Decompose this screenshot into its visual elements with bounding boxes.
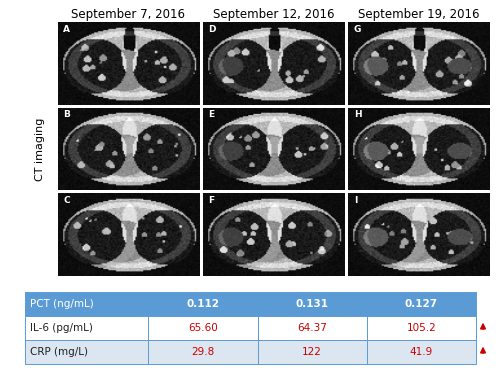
Text: A: A xyxy=(63,25,70,33)
Bar xyxy=(148,340,258,364)
Bar xyxy=(25,316,148,340)
Text: E: E xyxy=(208,110,214,119)
Title: September 19, 2016: September 19, 2016 xyxy=(358,8,480,21)
Bar xyxy=(367,316,476,340)
Text: 0.131: 0.131 xyxy=(296,299,328,309)
Bar xyxy=(148,292,258,316)
Text: 29.8: 29.8 xyxy=(191,347,214,357)
Bar xyxy=(258,292,367,316)
Text: 122: 122 xyxy=(302,347,322,357)
Text: 41.9: 41.9 xyxy=(410,347,433,357)
Text: G: G xyxy=(354,25,362,33)
Text: F: F xyxy=(208,196,214,205)
Text: CRP (mg/L): CRP (mg/L) xyxy=(30,347,88,357)
Title: September 12, 2016: September 12, 2016 xyxy=(213,8,334,21)
Text: B: B xyxy=(63,110,70,119)
Text: 0.112: 0.112 xyxy=(186,299,220,309)
Bar xyxy=(258,316,367,340)
Bar xyxy=(148,316,258,340)
Text: H: H xyxy=(354,110,362,119)
Text: D: D xyxy=(208,25,216,33)
Bar xyxy=(367,340,476,364)
Text: 64.37: 64.37 xyxy=(297,323,327,333)
Bar xyxy=(25,340,148,364)
Text: IL-6 (pg/mL): IL-6 (pg/mL) xyxy=(30,323,92,333)
Text: PCT (ng/mL): PCT (ng/mL) xyxy=(30,299,94,309)
Text: 65.60: 65.60 xyxy=(188,323,218,333)
Text: I: I xyxy=(354,196,358,205)
Text: 105.2: 105.2 xyxy=(406,323,436,333)
Bar xyxy=(258,340,367,364)
Bar xyxy=(367,292,476,316)
Text: CT imaging: CT imaging xyxy=(34,117,44,181)
Bar xyxy=(25,292,148,316)
Text: 0.127: 0.127 xyxy=(405,299,438,309)
Text: C: C xyxy=(63,196,70,205)
Title: September 7, 2016: September 7, 2016 xyxy=(72,8,186,21)
